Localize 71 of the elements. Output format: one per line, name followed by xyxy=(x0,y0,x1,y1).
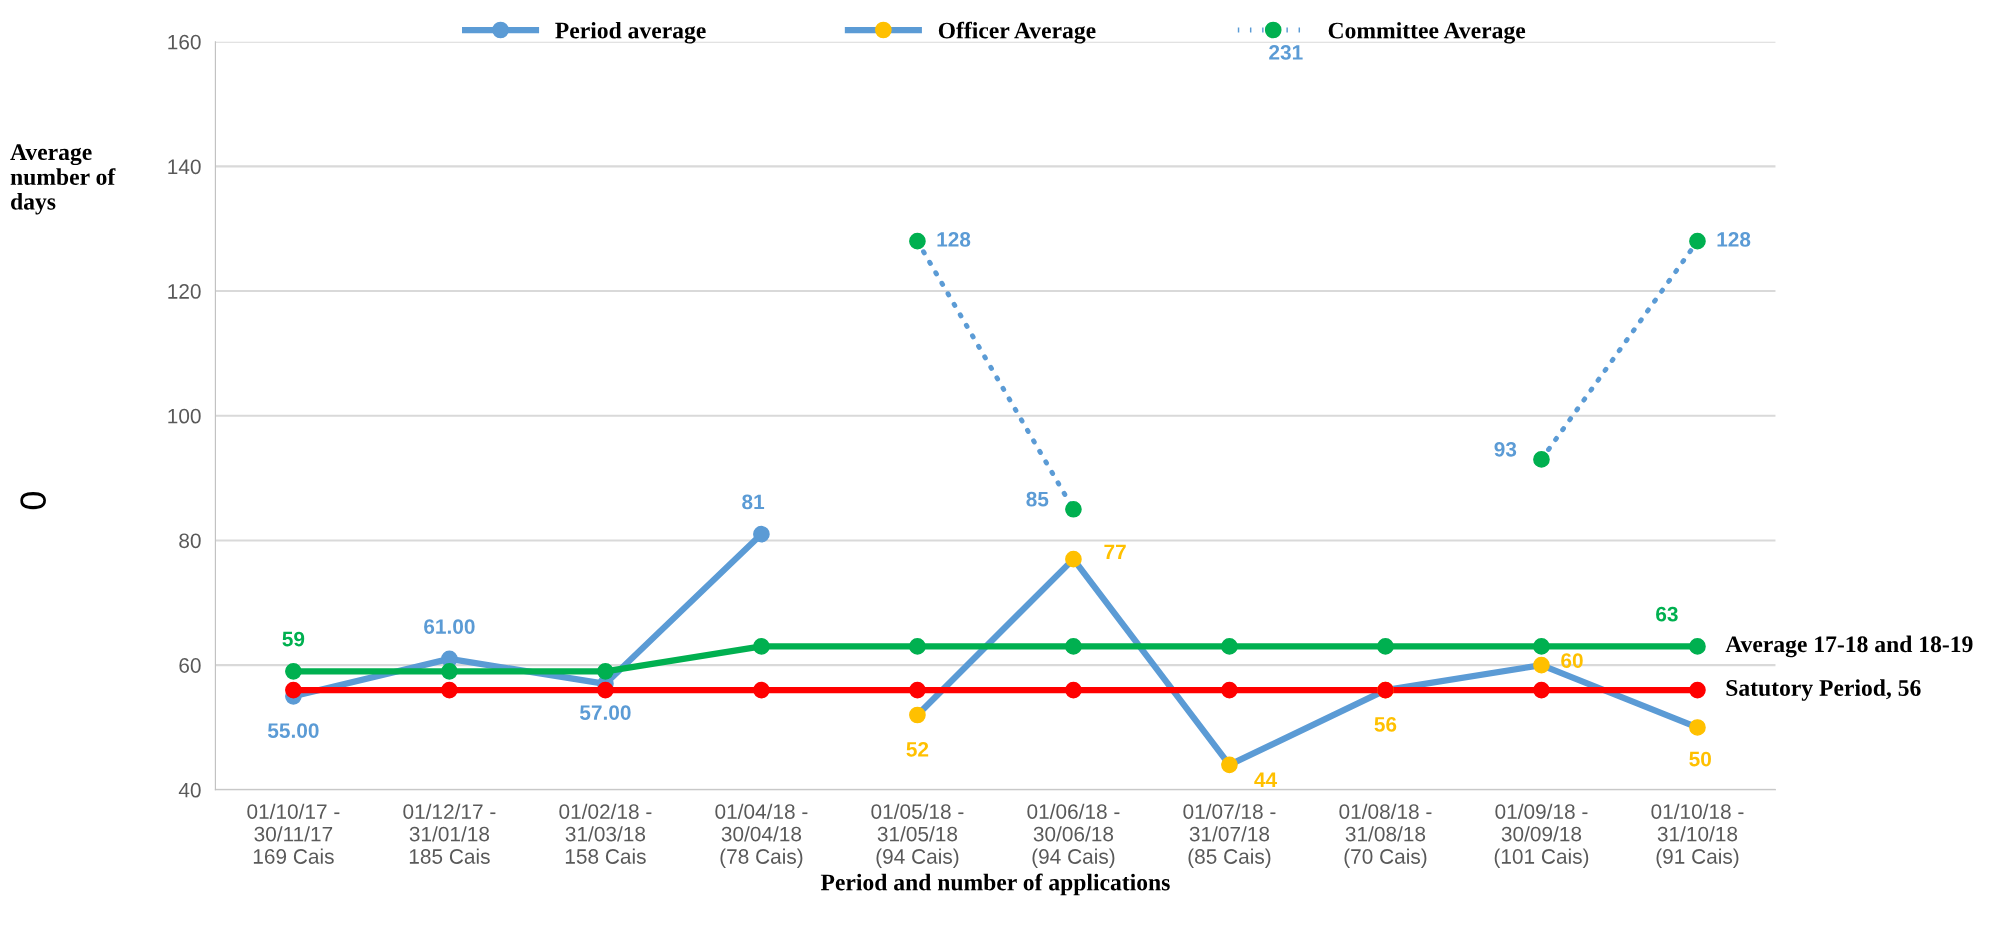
point xyxy=(1533,656,1550,674)
point xyxy=(909,638,926,655)
y-tick-label: 160 xyxy=(168,34,201,50)
y-tick-label: 140 xyxy=(168,159,201,175)
x-tick-label: 01/10/18 - 31/10/18 (91 Cais) xyxy=(1651,803,1744,868)
data-label: 128 xyxy=(937,232,971,247)
point xyxy=(441,663,458,680)
data-label: 128 xyxy=(1717,232,1751,247)
point xyxy=(909,232,926,250)
x-tick-label: 01/06/18 - 30/06/18 (94 Cais) xyxy=(1027,803,1120,868)
x-tick-label: 01/05/18 - 31/05/18 (94 Cais) xyxy=(871,803,964,868)
point xyxy=(1221,638,1238,655)
data-label: 63 xyxy=(1656,606,1678,622)
y-axis-title: Average number of days xyxy=(10,144,116,215)
point xyxy=(441,681,458,699)
data-label: 44 xyxy=(1254,772,1278,787)
point xyxy=(909,706,926,724)
x-tick-label: 01/09/18 - 30/09/18 (101 Cais) xyxy=(1494,803,1589,868)
point xyxy=(597,681,614,699)
data-label: 81 xyxy=(742,494,765,510)
point xyxy=(1221,756,1238,774)
x-tick-label: 01/04/18 - 30/04/18 (78 Cais) xyxy=(715,803,808,868)
point xyxy=(1689,681,1706,699)
point xyxy=(1689,638,1706,655)
y-tick-label: 100 xyxy=(168,408,201,424)
point xyxy=(1533,638,1550,655)
data-label: 60 xyxy=(1561,653,1583,668)
data-label: 61.00 xyxy=(424,619,475,634)
x-axis-title: Period and number of applications xyxy=(820,873,1170,896)
series-label: Average 17-18 and 18-19 xyxy=(1725,635,1973,658)
point xyxy=(1065,500,1082,518)
point xyxy=(1377,638,1394,655)
point xyxy=(1533,681,1550,699)
point xyxy=(753,525,770,543)
point xyxy=(1689,232,1706,250)
point xyxy=(1065,681,1082,699)
data-label: 55.00 xyxy=(267,723,319,738)
point xyxy=(753,638,770,655)
point xyxy=(1533,451,1550,468)
x-tick-label: 01/02/18 - 31/03/18 158 Cais xyxy=(559,803,652,864)
x-tick-label: 01/07/18 - 31/07/18 (85 Cais) xyxy=(1183,803,1276,868)
y-tick-label: 80 xyxy=(179,533,201,549)
data-label: 50 xyxy=(1689,751,1711,767)
data-label: 52 xyxy=(906,741,929,757)
point xyxy=(909,681,926,699)
point xyxy=(285,681,302,699)
y-tick-label: 60 xyxy=(179,658,201,673)
point xyxy=(1065,550,1082,568)
point xyxy=(1689,719,1706,736)
data-label: 93 xyxy=(1494,441,1517,457)
series-label: Satutory Period, 56 xyxy=(1726,679,1921,701)
legend-label: Committee Average xyxy=(1328,21,1526,44)
x-tick-label: 01/10/17 - 30/11/17 169 Cais xyxy=(247,803,340,864)
point xyxy=(597,663,614,680)
data-label: 85 xyxy=(1026,491,1049,507)
point xyxy=(1221,681,1238,699)
data-label: 77 xyxy=(1104,544,1126,559)
data-label: 59 xyxy=(282,631,305,647)
point xyxy=(1065,638,1082,655)
point xyxy=(285,663,302,680)
x-tick-label: 01/12/17 - 31/01/18 185 Cais xyxy=(403,803,496,864)
text: 0 xyxy=(20,491,46,510)
y-tick-label: 120 xyxy=(168,284,201,299)
x-tick-label: 01/08/18 - 31/08/18 (70 Cais) xyxy=(1339,803,1432,868)
point xyxy=(753,681,770,699)
legend-label: Period average xyxy=(555,21,706,44)
annotation: 231 xyxy=(1269,45,1303,60)
data-label: 56 xyxy=(1374,717,1397,732)
legend-label: Officer Average xyxy=(938,21,1096,44)
y-tick-label: 40 xyxy=(178,782,201,798)
data-label: 57.00 xyxy=(579,705,631,720)
